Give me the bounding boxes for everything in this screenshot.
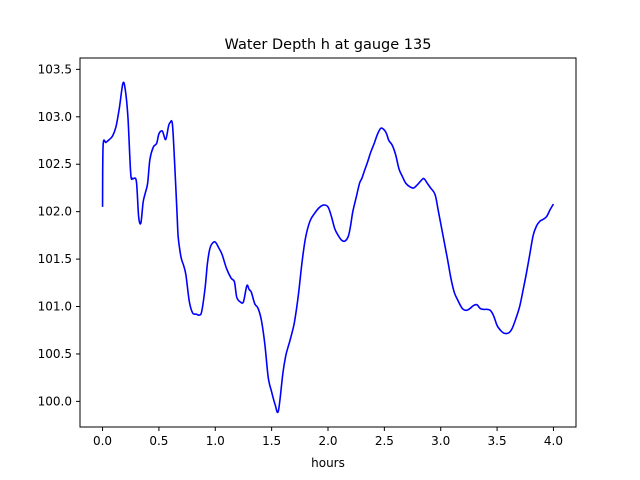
y-tick-label: 100.0	[38, 394, 72, 408]
x-tick-label: 0.5	[149, 434, 168, 448]
chart-title: Water Depth h at gauge 135	[225, 37, 432, 53]
y-tick-label: 103.5	[38, 62, 72, 76]
y-tick-label: 102.5	[38, 157, 72, 171]
y-tick-label: 103.0	[38, 110, 72, 124]
x-tick-label: 0.0	[93, 434, 112, 448]
x-tick-label: 1.5	[262, 434, 281, 448]
y-tick-label: 100.5	[38, 347, 72, 361]
y-tick-label: 102.0	[38, 205, 72, 219]
x-tick-label: 2.0	[318, 434, 337, 448]
x-tick-label: 2.5	[375, 434, 394, 448]
x-tick-label: 4.0	[544, 434, 563, 448]
x-tick-label: 1.0	[206, 434, 225, 448]
x-tick-label: 3.5	[488, 434, 507, 448]
x-tick-label: 3.0	[431, 434, 450, 448]
x-axis-label: hours	[311, 456, 345, 470]
y-tick-label: 101.0	[38, 300, 72, 314]
y-tick-label: 101.5	[38, 252, 72, 266]
